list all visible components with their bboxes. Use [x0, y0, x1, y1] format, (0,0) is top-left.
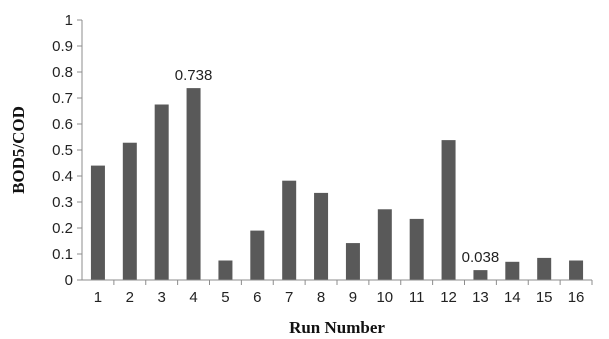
bar: [282, 180, 297, 280]
bar: [377, 209, 392, 280]
y-tick-label: 0.5: [52, 142, 73, 159]
x-tick-label: 14: [504, 289, 521, 306]
y-axis-ticks: 0 0.1 0.2 0.3 0.4 0.5 0.6 0.7 0.8 0.9 1: [52, 12, 82, 289]
data-label: 0.738: [175, 67, 213, 84]
x-axis-title: Run Number: [289, 318, 385, 337]
bars: [90, 88, 584, 281]
x-axis-ticks: 1 2 3 4 5 6 7 8 9 10 11 12 13 14 15 16: [94, 280, 593, 306]
y-tick-label: 0.1: [52, 246, 73, 263]
y-axis-title: BOD5/COD: [9, 106, 28, 194]
y-tick-label: 1: [65, 12, 73, 29]
y-tick-label: 0.2: [52, 220, 73, 237]
x-tick-label: 15: [536, 289, 553, 306]
x-tick-label: 16: [568, 289, 585, 306]
x-tick-label: 9: [349, 289, 357, 306]
x-tick-label: 8: [317, 289, 325, 306]
bar: [122, 142, 137, 280]
bar: [345, 243, 360, 280]
y-tick-label: 0.7: [52, 90, 73, 107]
x-tick-label: 2: [126, 289, 134, 306]
x-tick-label: 6: [253, 289, 261, 306]
data-labels: 0.738 0.038: [175, 67, 499, 266]
x-tick-label: 13: [472, 289, 489, 306]
x-tick-label: 11: [409, 289, 425, 306]
bar: [473, 270, 488, 280]
bar: [441, 140, 456, 280]
bar: [250, 230, 265, 280]
x-tick-label: 7: [285, 289, 293, 306]
y-tick-label: 0: [65, 272, 73, 289]
bar: [314, 192, 329, 280]
bar: [409, 218, 424, 280]
y-tick-label: 0.6: [52, 116, 73, 133]
y-tick-label: 0.4: [52, 168, 73, 185]
bar: [154, 104, 169, 280]
y-tick-label: 0.3: [52, 194, 73, 211]
y-tick-label: 0.9: [52, 38, 73, 55]
x-tick-label: 10: [376, 289, 393, 306]
x-tick-label: 1: [94, 289, 102, 306]
y-tick-label: 0.8: [52, 64, 73, 81]
x-tick-label: 4: [189, 289, 197, 306]
bar: [537, 257, 552, 280]
bar: [569, 260, 584, 280]
bar: [186, 88, 201, 281]
x-tick-label: 12: [440, 289, 457, 306]
bar: [90, 165, 105, 280]
bar: [505, 261, 520, 280]
data-label: 0.038: [462, 249, 500, 266]
x-tick-label: 3: [158, 289, 166, 306]
x-tick-label: 5: [221, 289, 229, 306]
bar: [218, 260, 233, 280]
